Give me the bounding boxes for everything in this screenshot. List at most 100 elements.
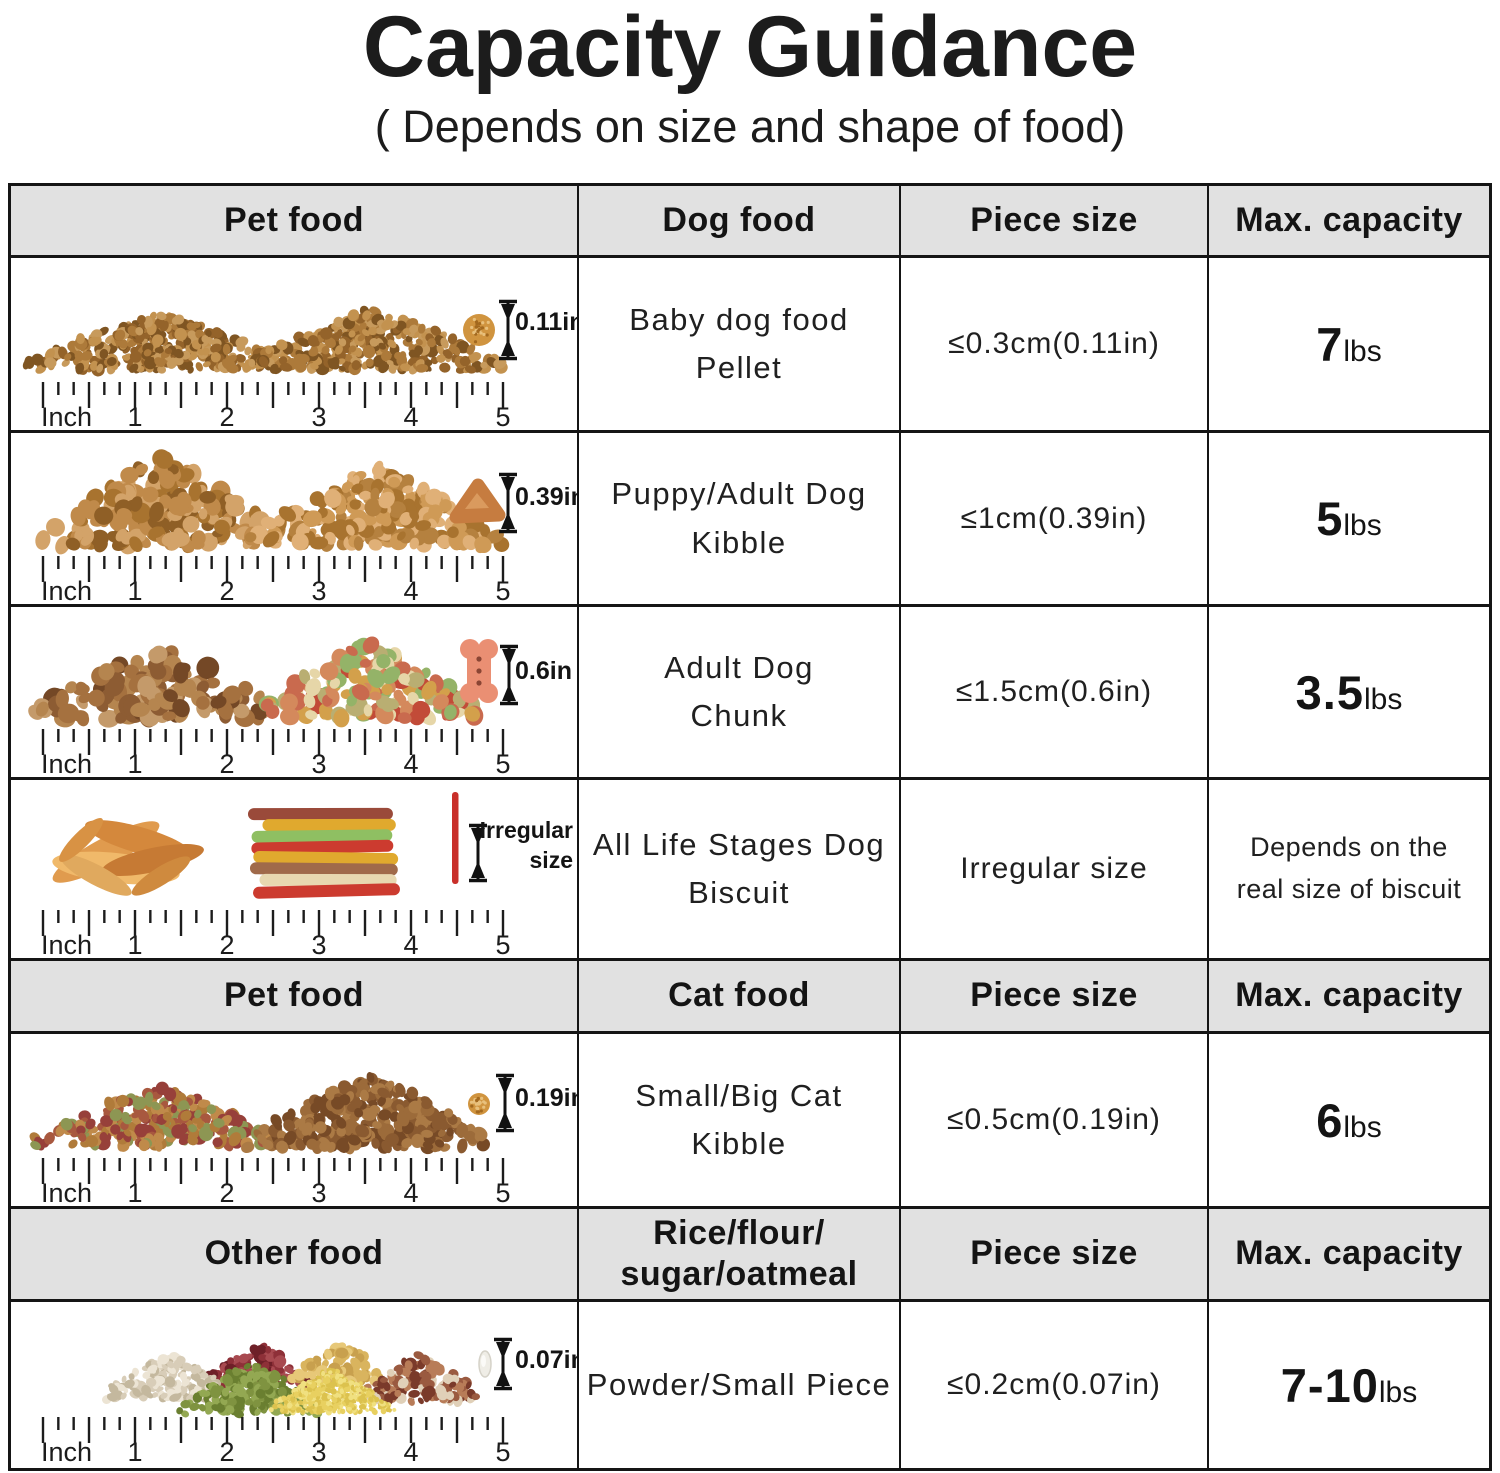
cell-food-name: Baby dog food Pellet: [579, 258, 901, 433]
svg-text:Inch: Inch: [41, 402, 92, 430]
header-food-type-line2: sugar/oatmeal: [620, 1255, 858, 1293]
biscuit-sticks-illustration: Inch 1 2 3 4 5: [41, 792, 511, 958]
cell-max-capacity: 5 lbs: [1209, 433, 1489, 607]
svg-text:5: 5: [495, 576, 510, 604]
capacity-value: 3.5: [1295, 665, 1364, 719]
svg-text:1: 1: [127, 1178, 142, 1206]
svg-text:2: 2: [219, 402, 234, 430]
food-name-line1: All Life Stages Dog: [592, 826, 886, 862]
header-food-type-line1: Rice/flour/: [653, 1213, 825, 1252]
capacity-unit: lbs: [1363, 682, 1403, 716]
cell-food-illustration: Inch 1 2 3 4 5 0.6in: [11, 607, 579, 780]
header-cell-piece-size: Piece size: [901, 1209, 1209, 1302]
capacity-value: 5: [1316, 492, 1344, 545]
food-name-line2: Biscuit: [688, 875, 790, 910]
cat-kibble-pile-illustration: Inch 1 2 3 4 5: [29, 1072, 514, 1206]
table-row-baby-dog-pellet: Inch 1 2 3 4 5 0.11in Baby dog food Pellet ≤0…: [11, 258, 1489, 433]
svg-text:5: 5: [495, 930, 510, 958]
page-subtitle: ( Depends on size and shape of food): [374, 101, 1126, 153]
food-name-line2: Pellet: [695, 350, 783, 385]
measure-label: 0.19in: [515, 1084, 579, 1112]
cell-food-name: Small/Big Cat Kibble: [579, 1034, 901, 1209]
table-row-adult-dog-chunk: Inch 1 2 3 4 5 0.6in Adult Dog Chunk ≤1.5cm(0…: [11, 607, 1489, 780]
table-row-powder-small-piece: Inch 1 2 3 4 5 0.07in Powder/Small Piece ≤0.2…: [11, 1302, 1489, 1468]
capacity-unit: lbs: [1343, 1110, 1382, 1144]
svg-text:4: 4: [403, 402, 418, 430]
cell-food-name: All Life Stages Dog Biscuit: [579, 780, 901, 961]
svg-text:5: 5: [495, 402, 510, 430]
header-cell-cat-food: Cat food: [579, 961, 901, 1034]
measure-label: 0.6in: [515, 657, 572, 685]
svg-text:3: 3: [311, 749, 326, 777]
food-name-line1: Puppy/Adult Dog: [611, 476, 867, 512]
svg-text:3: 3: [311, 1178, 326, 1206]
svg-text:2: 2: [219, 576, 234, 604]
measure-label: 0.39in: [515, 483, 579, 511]
cell-max-capacity: 6 lbs: [1209, 1034, 1489, 1209]
svg-text:Inch: Inch: [41, 749, 92, 777]
cell-piece-size: ≤1.5cm(0.6in): [901, 607, 1209, 780]
svg-text:Inch: Inch: [41, 1178, 92, 1206]
cell-food-name: Puppy/Adult Dog Kibble: [579, 433, 901, 607]
svg-text:Inch: Inch: [41, 1437, 92, 1465]
food-name-line1: Adult Dog: [664, 649, 814, 685]
food-name-line2: Chunk: [690, 698, 788, 733]
svg-text:2: 2: [219, 930, 234, 958]
food-name-line1: Baby dog food: [629, 301, 849, 337]
food-name-line2: Kibble: [691, 524, 787, 560]
svg-text:2: 2: [219, 1437, 234, 1465]
cell-piece-size: ≤0.2cm(0.07in): [901, 1302, 1209, 1468]
table-header-row-dog: Pet food Dog food Piece size Max. capaci…: [11, 186, 1489, 258]
measure-label: Irregular size: [480, 816, 573, 876]
header-cell-rice-flour: Rice/flour/ sugar/oatmeal: [579, 1209, 901, 1302]
food-name-line2: Kibble: [691, 1126, 787, 1161]
measure-label-line2: size: [529, 846, 573, 873]
pellet-pile-illustration: Inch 1 2 3 4 5: [22, 299, 517, 430]
capacity-note: Depends on the real size of biscuit: [1237, 827, 1462, 911]
table-row-dog-biscuit: Inch 1 2 3 4 5 Irregular size All Life Stages…: [11, 780, 1489, 961]
cell-food-name: Adult Dog Chunk: [579, 607, 901, 780]
header-cell-piece-size: Piece size: [901, 961, 1209, 1034]
cell-max-capacity: 7 lbs: [1209, 258, 1489, 433]
table-header-row-cat: Pet food Cat food Piece size Max. capaci…: [11, 961, 1489, 1034]
svg-text:3: 3: [311, 930, 326, 958]
cell-food-illustration: Inch 1 2 3 4 5 0.39in: [11, 433, 579, 607]
svg-text:Inch: Inch: [41, 576, 92, 604]
kibble-pile-illustration: Inch 1 2 3 4 5: [35, 449, 517, 604]
page-title: Capacity Guidance: [362, 0, 1138, 95]
svg-text:2: 2: [219, 749, 234, 777]
svg-text:3: 3: [311, 402, 326, 430]
cell-max-capacity: 7-10 lbs: [1209, 1302, 1489, 1468]
capacity-note-line1: Depends on the: [1250, 832, 1448, 863]
measure-label: 0.11in: [515, 308, 579, 336]
capacity-value: 7: [1316, 317, 1344, 371]
svg-text:Inch: Inch: [41, 930, 92, 958]
svg-text:4: 4: [403, 576, 418, 604]
capacity-value: 6: [1316, 1093, 1344, 1147]
capacity-unit: lbs: [1343, 334, 1382, 368]
svg-text:4: 4: [403, 1437, 418, 1465]
measure-label: 0.07in: [515, 1346, 579, 1374]
cell-food-illustration: Inch 1 2 3 4 5 Irregular size: [11, 780, 579, 961]
svg-text:1: 1: [127, 402, 142, 430]
svg-text:1: 1: [127, 749, 142, 777]
svg-text:4: 4: [403, 1178, 418, 1206]
svg-text:5: 5: [495, 1178, 510, 1206]
table-row-puppy-adult-kibble: Inch 1 2 3 4 5 0.39in Puppy/Adult Dog Kibble …: [11, 433, 1489, 607]
svg-text:5: 5: [495, 749, 510, 777]
cell-food-name: Powder/Small Piece: [579, 1302, 901, 1468]
capacity-unit: lbs: [1378, 1375, 1418, 1409]
table-row-cat-kibble: Inch 1 2 3 4 5 0.19in Small/Big Cat Kibble ≤0…: [11, 1034, 1489, 1209]
food-name-line1: Small/Big Cat: [635, 1077, 843, 1113]
header-cell-max-capacity: Max. capacity: [1209, 961, 1489, 1034]
header-cell-piece-size: Piece size: [901, 186, 1209, 258]
header-cell-pet-food: Pet food: [11, 961, 579, 1034]
cell-max-capacity: Depends on the real size of biscuit: [1209, 780, 1489, 961]
capacity-table: Pet food Dog food Piece size Max. capaci…: [8, 183, 1492, 1471]
cell-piece-size: ≤1cm(0.39in): [901, 433, 1209, 607]
cell-piece-size: ≤0.5cm(0.19in): [901, 1034, 1209, 1209]
svg-text:1: 1: [127, 930, 142, 958]
cell-max-capacity: 3.5 lbs: [1209, 607, 1489, 780]
chunk-pile-illustration: Inch 1 2 3 4 5: [28, 636, 518, 777]
